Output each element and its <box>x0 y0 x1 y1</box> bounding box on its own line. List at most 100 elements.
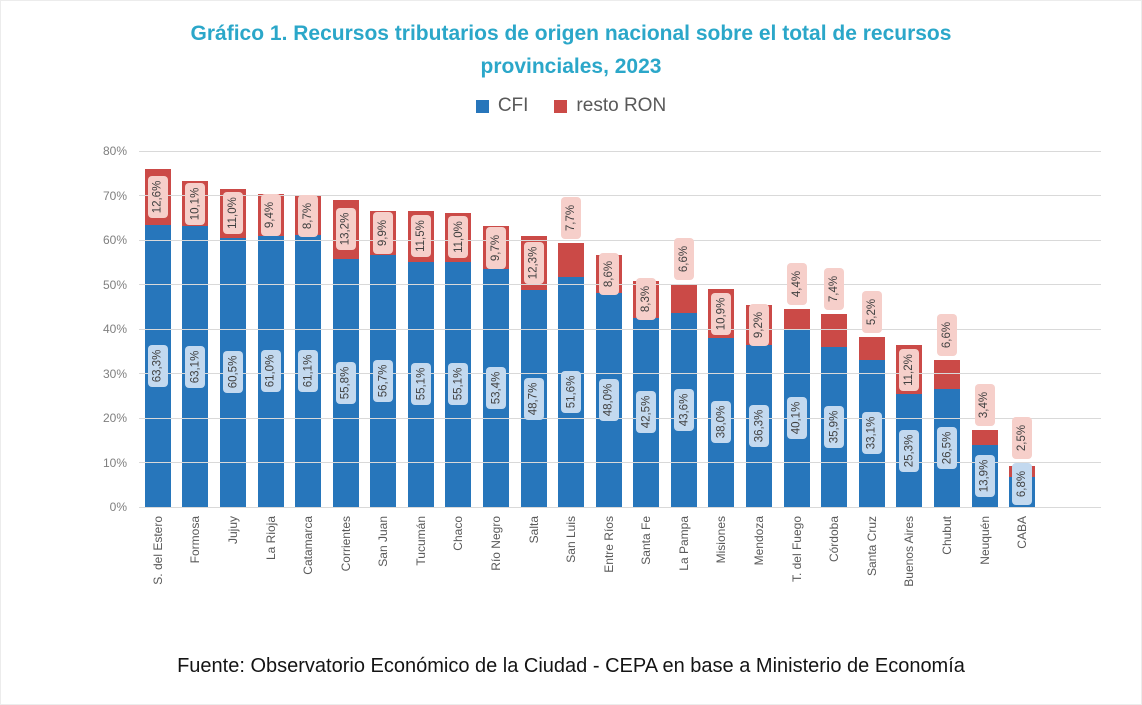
resto-ron-value-label: 7,7% <box>561 197 582 240</box>
chart-title-line1: Gráfico 1. Recursos tributarios de orige… <box>190 22 952 45</box>
cfi-value-label: 51,6% <box>561 371 582 414</box>
x-axis-label: Córdoba <box>827 516 842 563</box>
cfi-value-label-text: 55,1% <box>414 368 427 401</box>
cfi-value-label-text: 61,1% <box>302 354 315 388</box>
resto-ron-value-label: 7,4% <box>824 268 845 311</box>
x-axis-label: Jujuy <box>225 516 240 545</box>
resto-ron-value-label-text: 9,4% <box>264 201 277 228</box>
x-axis-slot: Chubut <box>928 507 966 631</box>
cfi-value-label-text: 40,1% <box>790 401 803 435</box>
cfi-value-label-text: 48,7% <box>527 382 540 415</box>
bar-group: 33,1% 5,2% <box>853 151 891 507</box>
cfi-value-label: 38,0% <box>711 401 732 444</box>
bar-group: 43,6% 6,6% <box>665 151 703 507</box>
bar-group: 25,3% 11,2% <box>891 151 929 507</box>
stacked-bar <box>219 188 246 507</box>
resto-ron-value-label: 9,7% <box>485 226 506 269</box>
resto-ron-value-label-text: 6,6% <box>940 321 953 348</box>
x-axis-slot: T. del Fuego <box>778 507 816 631</box>
x-axis-slot: Neuquén <box>966 507 1004 631</box>
resto-ron-value-label-text: 11,2% <box>903 353 916 386</box>
resto-ron-value-label: 3,4% <box>974 384 995 427</box>
resto-ron-segment <box>971 430 998 446</box>
bar-group: 48,7% 12,3% <box>515 151 553 507</box>
y-axis-tick: 0% <box>109 500 127 514</box>
bar-chart: 0% 10% 20% 30% 40% 50% 60% 70% 80% 63,3% 12,6% 63,… <box>1 144 1141 514</box>
x-axis-slot: Chaco <box>440 507 478 631</box>
legend-swatch-cfi <box>475 99 489 113</box>
chart-legend: CFI resto RON <box>1 95 1141 117</box>
cfi-value-label: 6,8% <box>1012 463 1033 505</box>
resto-ron-segment <box>783 308 810 329</box>
x-axis-label: CABA <box>1015 516 1030 549</box>
y-axis-tick: 70% <box>102 188 127 203</box>
x-axis-label: La Pampa <box>676 516 691 571</box>
x-axis-slot: La Pampa <box>665 507 703 631</box>
y-axis-tick: 50% <box>102 277 127 292</box>
resto-ron-value-label-text: 6,6% <box>677 245 690 272</box>
x-axis-slot: Santa Fe <box>628 507 666 631</box>
cfi-value-label: 53,4% <box>485 367 506 410</box>
resto-ron-value-label: 9,4% <box>260 193 281 236</box>
x-axis-label: La Rioja <box>263 516 278 561</box>
gridline <box>139 328 1101 330</box>
cfi-value-label-text: 63,1% <box>189 350 202 383</box>
gridline <box>139 506 1101 508</box>
resto-ron-value-label-text: 12,3% <box>527 246 540 280</box>
chart-title: Gráfico 1. Recursos tributarios de orige… <box>1 17 1141 83</box>
resto-ron-value-label: 6,6% <box>673 237 694 280</box>
resto-ron-value-label-text: 7,7% <box>565 205 578 232</box>
bar-group: 51,6% 7,7% <box>552 151 590 507</box>
cfi-value-label: 61,1% <box>298 350 319 393</box>
bar-group: 55,1% 11,0% <box>440 151 478 507</box>
cfi-value-label-text: 33,1% <box>865 417 878 450</box>
x-axis-slot: Entre Ríos <box>590 507 628 631</box>
x-axis-label: T. del Fuego <box>789 516 804 583</box>
cfi-value-label: 63,1% <box>185 345 206 388</box>
x-axis-slot: San Juan <box>364 507 402 631</box>
gridline <box>139 195 1101 196</box>
resto-ron-value-label: 11,0% <box>222 192 243 235</box>
resto-ron-value-label: 13,2% <box>335 208 356 251</box>
resto-ron-value-label: 5,2% <box>861 290 882 333</box>
gridline <box>139 239 1101 241</box>
cfi-value-label-text: 51,6% <box>565 375 578 409</box>
bars-container: 63,3% 12,6% 63,1% 10,1% 60,5% 11,0% 61,0% 9,4% 6… <box>139 151 1101 507</box>
cfi-value-label: 25,3% <box>899 429 920 472</box>
x-axis-slot: Buenos Aires <box>891 507 929 631</box>
gridline <box>139 150 1101 152</box>
x-axis-slot: Salta <box>515 507 553 631</box>
x-axis-slot: Catamarca <box>289 507 327 631</box>
cfi-value-label: 48,0% <box>598 379 619 422</box>
gridline <box>139 417 1101 419</box>
cfi-value-label-text: 38,0% <box>715 406 728 439</box>
x-axis-label: Chaco <box>451 516 466 551</box>
cfi-value-label: 43,6% <box>673 389 694 431</box>
bar-group: 42,5% 8,3% <box>628 151 666 507</box>
resto-ron-value-label: 12,3% <box>523 241 544 284</box>
cfi-value-label: 48,7% <box>523 377 544 420</box>
cfi-value-label: 40,1% <box>786 396 807 439</box>
y-axis-tick: 40% <box>102 322 127 336</box>
cfi-value-label-text: 43,6% <box>677 393 690 427</box>
legend-label-resto-ron: resto RON <box>576 95 667 116</box>
cfi-value-label-text: 55,1% <box>452 368 465 401</box>
legend-label-cfi: CFI <box>497 95 529 116</box>
resto-ron-value-label: 8,3% <box>636 278 657 321</box>
bar-group: 63,1% 10,1% <box>177 151 215 507</box>
resto-ron-value-label-text: 9,9% <box>377 219 390 246</box>
x-axis-label: Santa Fe <box>639 516 654 565</box>
x-axis-slot: San Luis <box>552 507 590 631</box>
x-axis-slot: Santa Cruz <box>853 507 891 631</box>
resto-ron-value-label-text: 11,0% <box>452 221 465 254</box>
cfi-value-label-text: 60,5% <box>226 356 239 389</box>
resto-ron-segment <box>821 314 848 348</box>
x-axis-slot: Córdoba <box>815 507 853 631</box>
x-axis-label: Santa Cruz <box>864 516 879 577</box>
x-axis-label: Misiones <box>714 516 729 564</box>
cfi-value-label: 35,9% <box>824 406 845 449</box>
cfi-value-label-text: 35,9% <box>828 410 841 444</box>
resto-ron-value-label: 11,2% <box>899 348 920 391</box>
y-axis-tick: 20% <box>102 411 127 425</box>
